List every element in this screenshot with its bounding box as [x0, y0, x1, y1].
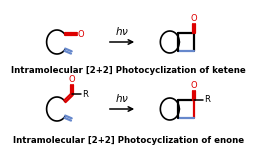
Text: $h\nu$: $h\nu$	[115, 92, 128, 104]
Text: O: O	[78, 30, 84, 39]
Text: Intramolecular [2+2] Photocyclization of enone: Intramolecular [2+2] Photocyclization of…	[13, 136, 244, 145]
Text: $h\nu$: $h\nu$	[115, 25, 128, 37]
Text: O: O	[191, 14, 197, 23]
Text: Intramolecular [2+2] Photocyclization of ketene: Intramolecular [2+2] Photocyclization of…	[11, 66, 246, 75]
Text: O: O	[69, 75, 76, 84]
Text: R: R	[204, 95, 210, 105]
Text: R: R	[82, 90, 88, 99]
Text: O: O	[191, 81, 197, 90]
